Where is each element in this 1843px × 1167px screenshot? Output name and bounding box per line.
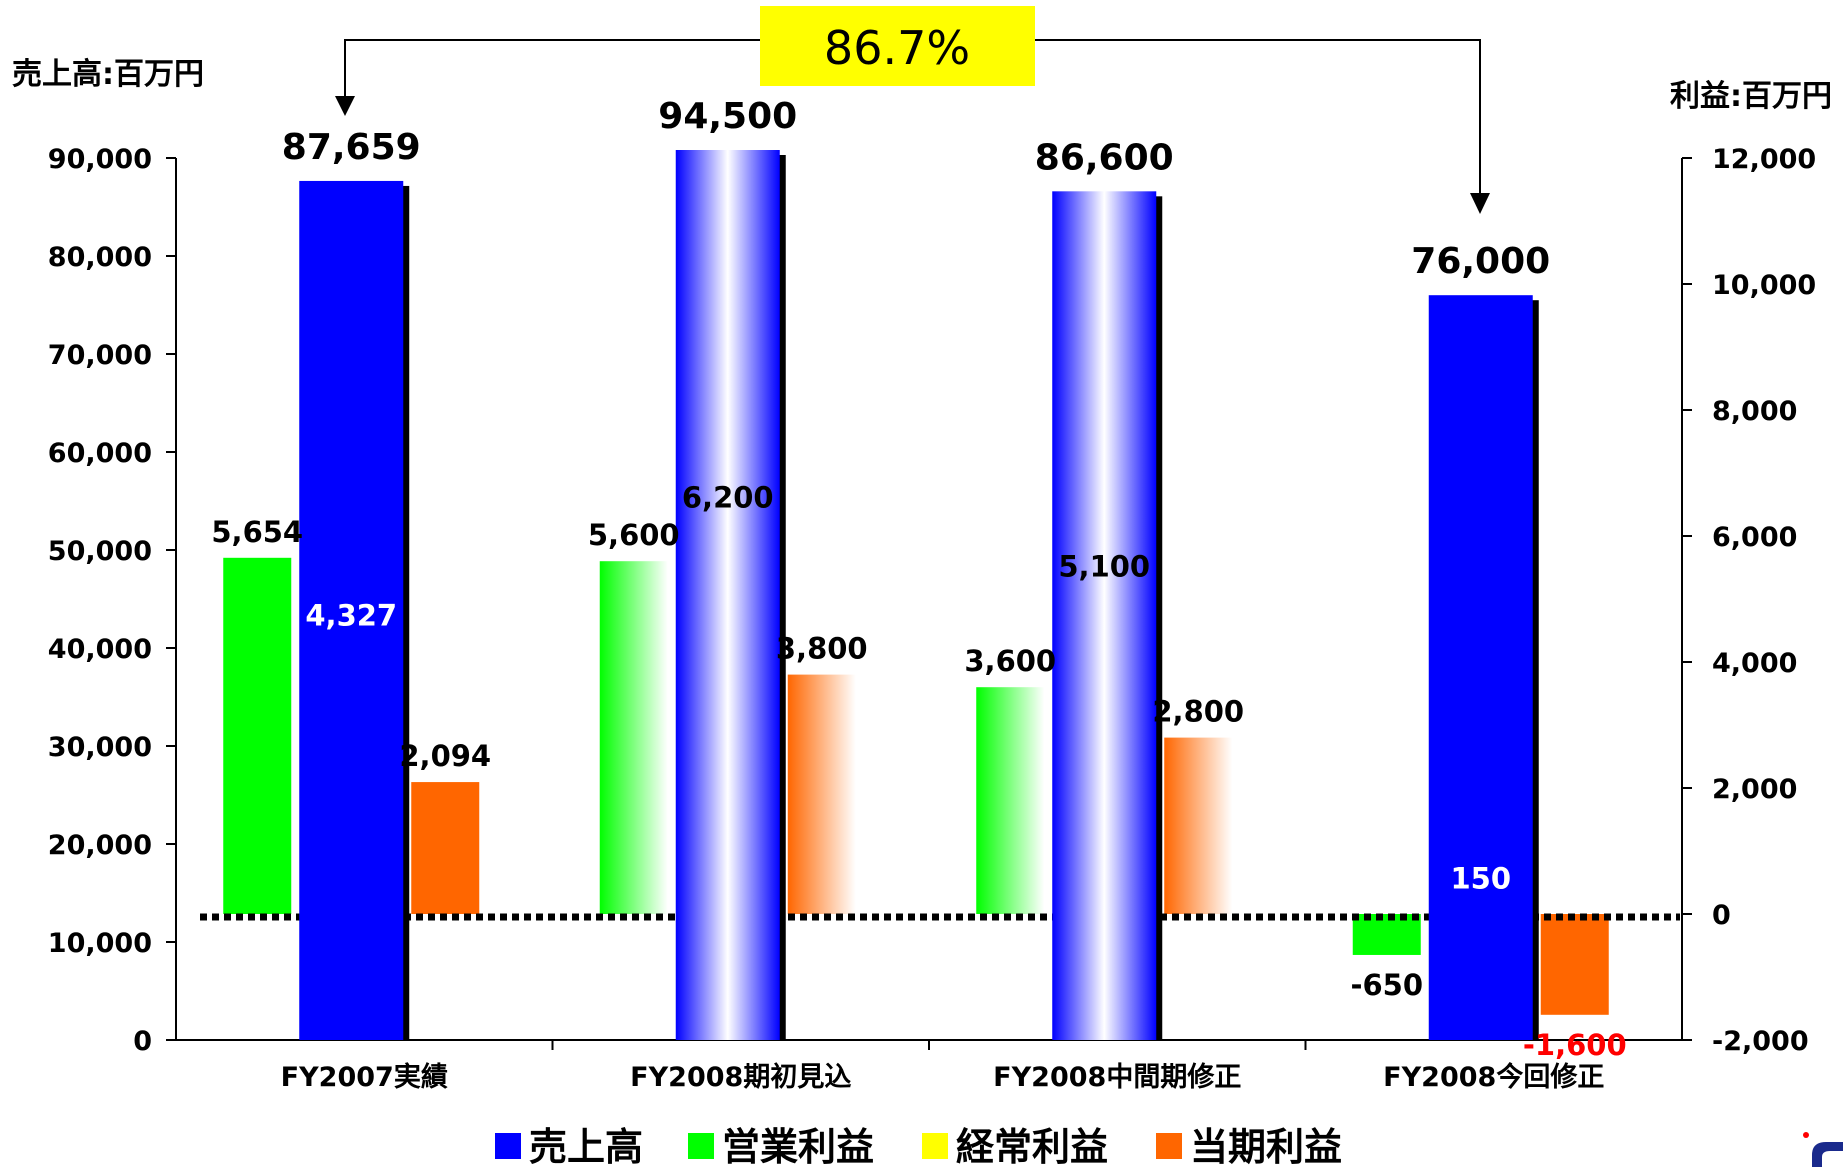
category-label: FY2007実績 [281,1061,448,1093]
profit-bar [787,674,856,914]
profit-value-label: 2,094 [399,739,491,773]
profit-value-label: 6,200 [682,480,774,514]
profit-value-label: 3,800 [776,632,868,666]
sales-bar [1428,295,1533,1040]
profit-bar [976,687,1045,914]
sales-bar [1052,191,1157,1040]
right-tick-label: 12,000 [1712,144,1816,175]
sales-value-label: 76,000 [1411,241,1550,282]
profit-value-label: 5,654 [211,515,303,549]
profit-value-label: -650 [1350,968,1423,1002]
left-tick-label: 30,000 [48,732,152,763]
legend-label: 売上高 [529,1125,643,1167]
profit-value-label: 3,600 [964,644,1056,678]
left-tick-label: 40,000 [48,634,152,665]
sales-value-label: 86,600 [1035,137,1174,178]
profit-bar [1352,914,1421,955]
category-label: FY2008中間期修正 [993,1062,1241,1093]
callout-connector [344,39,760,112]
left-tick-label: 10,000 [48,928,152,959]
growth-callout: 86.7% [335,6,1490,214]
right-tick-label: 0 [1712,900,1731,931]
legend-label: 営業利益 [722,1125,874,1167]
left-tick-label: 60,000 [48,438,152,469]
right-tick-label: 6,000 [1712,522,1797,553]
sales-bar [675,150,780,1040]
left-axis-ticks: 0 10,000 20,000 30,000 40,000 50,000 60,000 70,… [48,144,176,1057]
legend: 売上高 営業利益 経常利益 当期利益 [495,1125,1342,1167]
right-tick-label: -2,000 [1712,1026,1809,1057]
callout-box [760,6,1035,86]
profit-bar [223,557,292,914]
left-tick-label: 80,000 [48,242,152,273]
logo-icon [1803,1132,1843,1167]
sales-bars [299,150,1539,1041]
sales-value-label: 87,659 [282,127,421,168]
left-tick-label: 0 [133,1026,152,1057]
profit-value-label: 5,100 [1058,550,1150,584]
category-label: FY2008期初見込 [630,1062,851,1093]
left-axis-unit-label: 売上高:百万円 [12,57,204,92]
profit-bar [1164,737,1233,914]
callout-text: 86.7% [824,21,970,75]
category-ticks: FY2007実績 FY2008期初見込 FY2008中間期修正 FY2008今回修正 [281,1040,1604,1093]
category-label: FY2008今回修正 [1383,1061,1604,1093]
legend-swatch [922,1133,948,1159]
right-axis-ticks: -2,000 0 2,000 4,000 6,000 8,000 10,000 12,000 [1682,144,1816,1057]
profit-value-label: 4,327 [305,598,397,632]
sales-bar [299,180,404,1041]
profit-value-label: 150 [1450,862,1511,896]
sales-value-label: 94,500 [658,96,797,137]
left-tick-label: 90,000 [48,144,152,175]
left-tick-label: 70,000 [48,340,152,371]
right-tick-label: 8,000 [1712,396,1797,427]
profit-bar [1540,914,1609,1015]
callout-connector-right [1035,39,1481,196]
legend-label: 当期利益 [1190,1125,1342,1167]
right-tick-label: 10,000 [1712,270,1816,301]
right-tick-label: 4,000 [1712,648,1797,679]
profit-value-label: -1,600 [1523,1028,1627,1062]
right-tick-label: 2,000 [1712,774,1797,805]
legend-label: 経常利益 [956,1125,1108,1167]
profit-bar [411,782,480,914]
profit-value-label: 2,800 [1152,695,1244,729]
right-axis-unit-label: 利益:百万円 [1670,79,1832,114]
profit-value-label: 5,600 [588,518,680,552]
legend-swatch [1156,1133,1182,1159]
left-tick-label: 20,000 [48,830,152,861]
value-labels: 87,659 94,500 86,600 76,000 5,654 5,600 3,600 -… [211,96,1626,1062]
callout-arrow-left-icon [335,96,355,116]
left-tick-label: 50,000 [48,536,152,567]
profit-bar [599,561,668,914]
legend-swatch [495,1133,521,1159]
callout-arrow-right-icon [1470,193,1490,214]
legend-swatch [688,1133,714,1159]
